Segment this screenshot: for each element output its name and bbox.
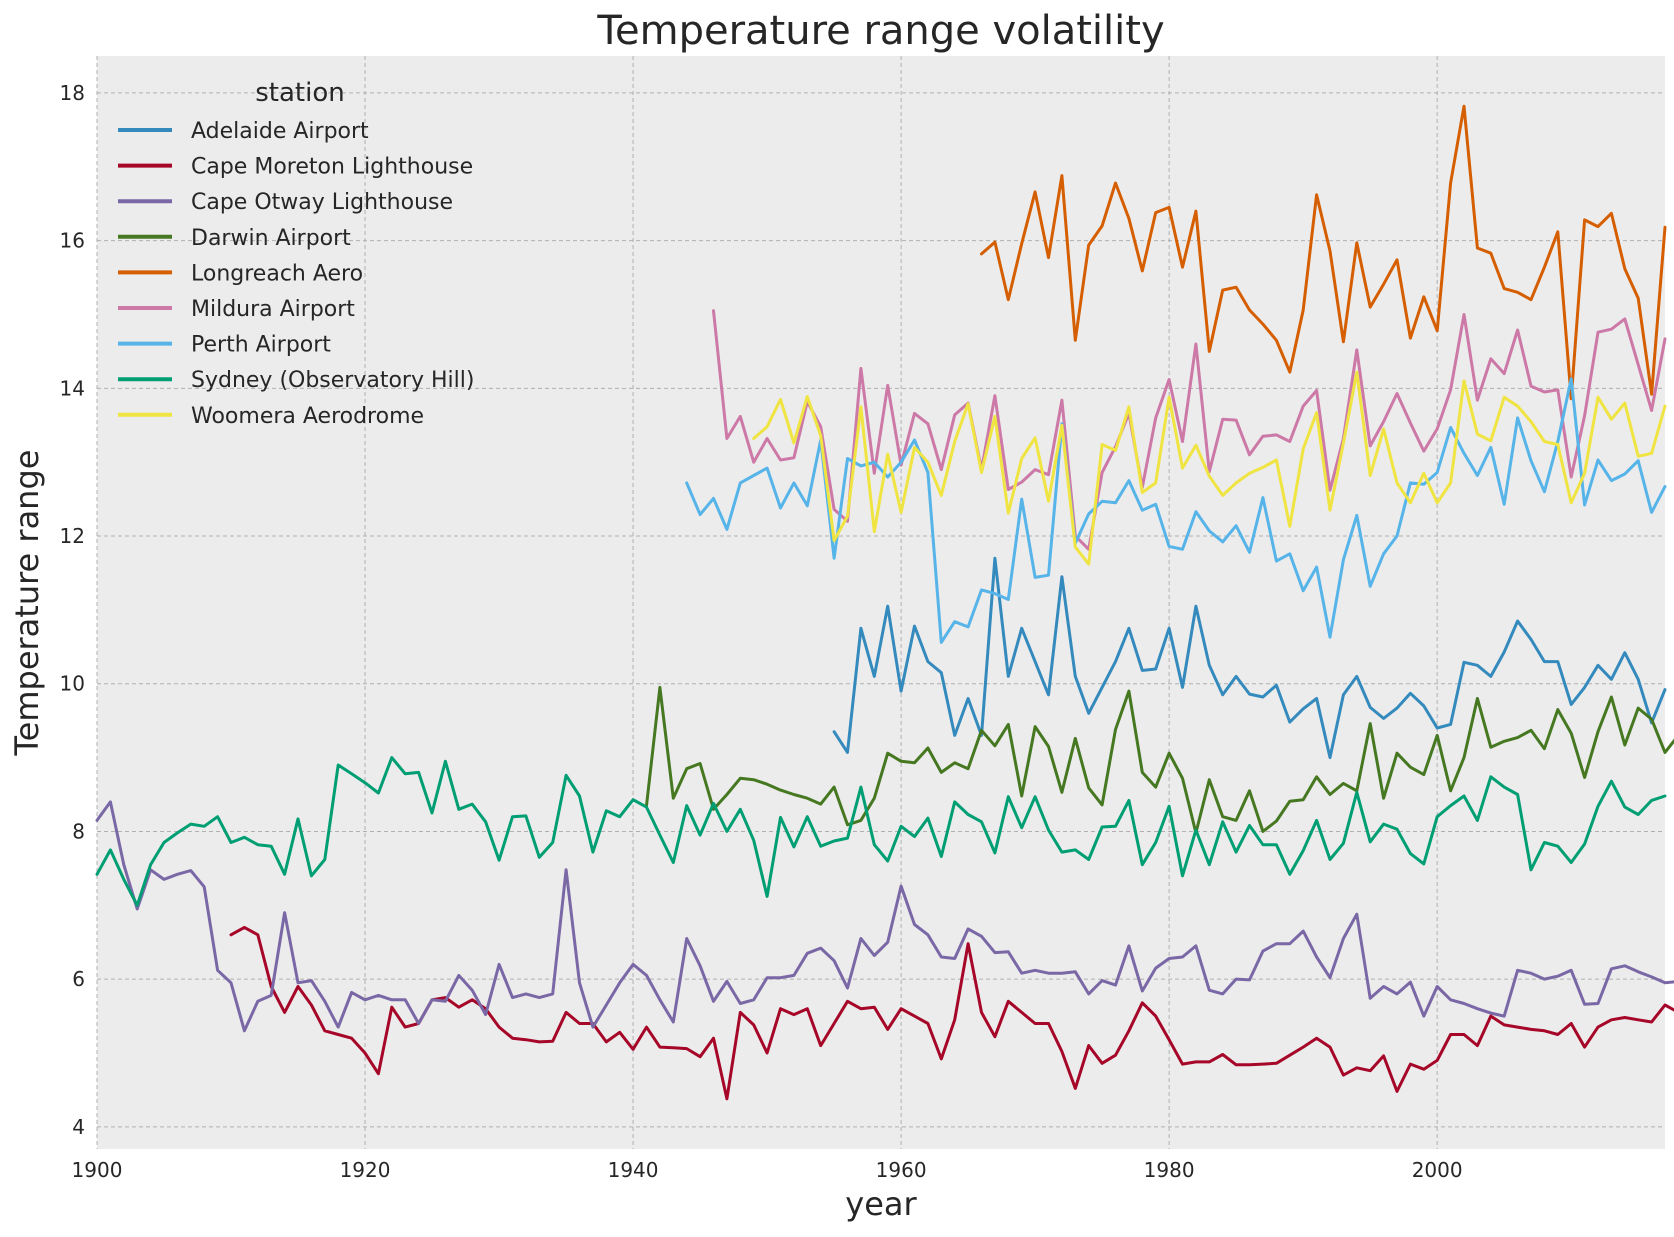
x-tick-label: 1900 xyxy=(72,1158,123,1182)
legend-entry-label: Perth Airport xyxy=(191,333,331,358)
y-tick-label: 16 xyxy=(60,229,85,253)
legend-entry-label: Adelaide Airport xyxy=(191,119,369,144)
legend-entry-label: Darwin Airport xyxy=(191,226,351,251)
gridlines xyxy=(96,56,1665,1149)
y-axis-label: Temperature range xyxy=(8,450,46,757)
x-tick-label: 1920 xyxy=(340,1158,391,1182)
y-tick-label: 12 xyxy=(60,524,85,548)
series-line-sydney-observatory-hill xyxy=(95,756,1667,907)
x-tick-label: 2000 xyxy=(1412,1158,1463,1182)
y-tick-label: 14 xyxy=(60,376,85,400)
series-line-perth-airport xyxy=(685,377,1667,644)
series-line-longreach-aero xyxy=(980,104,1667,401)
legend-entry-label: Mildura Airport xyxy=(191,297,355,322)
legend-title: station xyxy=(255,78,344,108)
x-axis-label: year xyxy=(845,1185,917,1223)
y-tick-label: 4 xyxy=(72,1115,85,1139)
legend: station Adelaide Airport Cape Moreton Lig… xyxy=(118,78,474,429)
axis-ticks: 1900 1920 1940 1960 1980 2000 4 6 8 10 12 14 16 18 xyxy=(60,81,1463,1182)
y-tick-label: 6 xyxy=(72,967,85,991)
chart-title: Temperature range volatility xyxy=(596,8,1164,54)
plot-background xyxy=(97,56,1665,1149)
legend-entry-label: Cape Otway Lighthouse xyxy=(191,190,453,215)
x-tick-label: 1980 xyxy=(1144,1158,1195,1182)
series-line-cape-moreton-lighthouse xyxy=(229,925,1674,1101)
legend-entry-label: Cape Moreton Lighthouse xyxy=(191,155,473,180)
legend-entry-label: Longreach Aero xyxy=(191,261,363,286)
legend-entry-label: Sydney (Observatory Hill) xyxy=(191,368,474,393)
y-tick-label: 18 xyxy=(60,81,85,105)
y-tick-label: 10 xyxy=(60,672,85,696)
y-tick-label: 8 xyxy=(72,819,85,843)
series-line-cape-otway-lighthouse xyxy=(95,800,1674,1033)
x-tick-label: 1960 xyxy=(876,1158,927,1182)
legend-entry-label: Woomera Aerodrome xyxy=(191,404,424,429)
series-line-woomera-aerodrome xyxy=(752,370,1667,566)
x-tick-label: 1940 xyxy=(608,1158,659,1182)
series-line-darwin-airport xyxy=(645,685,1674,835)
series-line-adelaide-airport xyxy=(832,556,1667,760)
series-line-mildura-airport xyxy=(712,309,1667,551)
series-lines xyxy=(95,104,1674,1101)
